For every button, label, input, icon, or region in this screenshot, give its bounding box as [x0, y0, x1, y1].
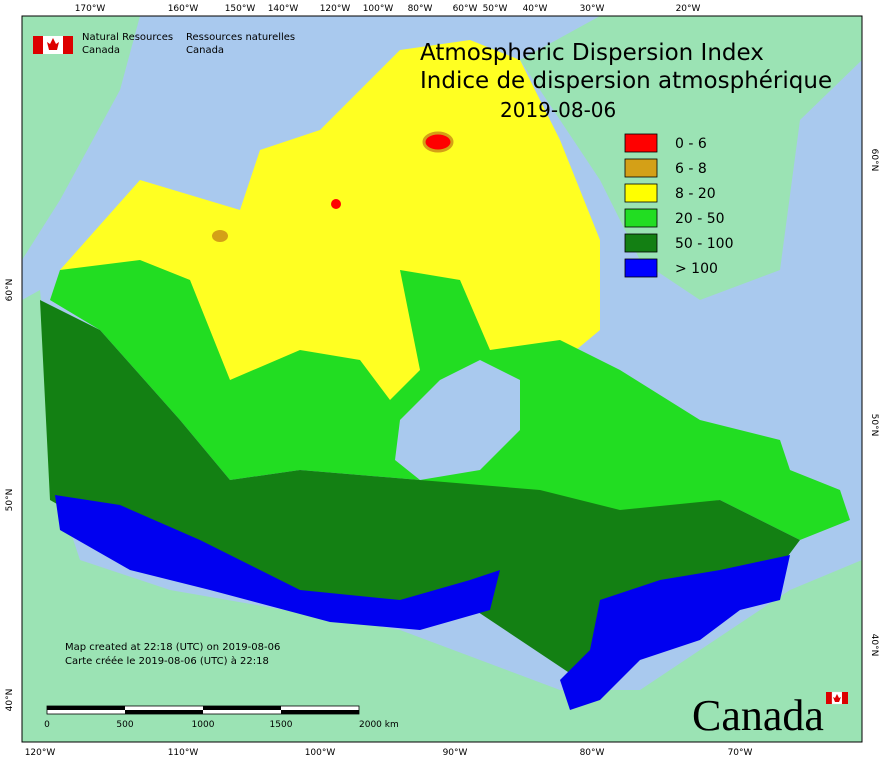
title-fr: Indice de dispersion atmosphérique [420, 68, 832, 94]
graticule-labels: 170°W 160°W 150°W 140°W 120°W 100°W 80°W 60°W 50… [5, 4, 879, 758]
org-name-en: Natural Resources [82, 32, 173, 43]
legend-swatch [624, 133, 658, 153]
scale-label: 1000 [192, 720, 215, 730]
created-fr: Carte créée le 2019-08-06 (UTC) à 22:18 [65, 655, 269, 667]
longitude-label: 110°W [168, 748, 199, 758]
scale-bar [46, 705, 360, 715]
latitude-label: 40°N [869, 634, 879, 657]
created-en: Map created at 22:18 (UTC) on 2019-08-06 [65, 642, 280, 653]
longitude-label: 140°W [268, 4, 299, 14]
org-name-fr: Ressources naturelles [186, 32, 295, 43]
canada-flag [826, 691, 848, 705]
low-spot [422, 131, 454, 153]
legend-label: 50 - 100 [675, 236, 734, 252]
alaska [22, 16, 140, 260]
legend-swatch [624, 208, 658, 228]
legend-swatch [624, 258, 658, 278]
longitude-label: 90°W [443, 748, 468, 758]
title-en: Atmospheric Dispersion Index [420, 40, 764, 66]
longitude-label: 120°W [320, 4, 351, 14]
zone-blue-east [560, 555, 790, 710]
greenland [520, 16, 862, 300]
legend-swatch [624, 158, 658, 178]
latitude-label: 50°N [5, 489, 15, 512]
scale-label: 1500 [270, 720, 293, 730]
org-name-fr: Canada [186, 45, 224, 56]
latitude-label: 40°N [5, 689, 15, 712]
longitude-label: 100°W [305, 748, 336, 758]
legend-label: > 100 [675, 261, 718, 277]
canada-wordmark: Canada [692, 691, 824, 740]
map-date: 2019-08-06 [500, 98, 616, 122]
longitude-label: 80°W [408, 4, 433, 14]
longitude-label: 100°W [363, 4, 394, 14]
legend-label: 6 - 8 [675, 161, 707, 177]
org-name-en: Canada [82, 45, 120, 56]
legend: 0 - 6 6 - 8 8 - 20 20 - 50 50 - 100 > 100 [624, 133, 734, 278]
longitude-label: 60°W [453, 4, 478, 14]
low-spot [212, 230, 228, 242]
longitude-label: 50°W [483, 4, 508, 14]
usa [22, 290, 862, 742]
scale-label: 500 [116, 720, 133, 730]
low-spot [331, 199, 341, 209]
zone-blue-west [55, 495, 500, 630]
legend-label: 8 - 20 [675, 186, 716, 202]
nrcan-logo [33, 36, 73, 54]
longitude-label: 80°W [580, 748, 605, 758]
scale-label: 0 [44, 720, 50, 730]
latitude-label: 60°N [5, 279, 15, 302]
longitude-label: 160°W [168, 4, 199, 14]
longitude-label: 150°W [225, 4, 256, 14]
legend-label: 20 - 50 [675, 211, 725, 227]
latitude-label: 50°N [869, 414, 879, 437]
longitude-label: 20°W [676, 4, 701, 14]
hudson-bay [395, 360, 520, 480]
latitude-label: 60°N [869, 149, 879, 172]
longitude-label: 120°W [25, 748, 56, 758]
scale-label: 2000 km [359, 720, 399, 730]
longitude-label: 40°W [523, 4, 548, 14]
longitude-label: 70°W [728, 748, 753, 758]
map-frame [21, 15, 863, 743]
scale-labels: 0 500 1000 1500 2000 km [44, 720, 399, 730]
legend-swatch [624, 233, 658, 253]
legend-label: 0 - 6 [675, 136, 707, 152]
legend-swatch [624, 183, 658, 203]
longitude-label: 170°W [75, 4, 106, 14]
longitude-label: 30°W [580, 4, 605, 14]
